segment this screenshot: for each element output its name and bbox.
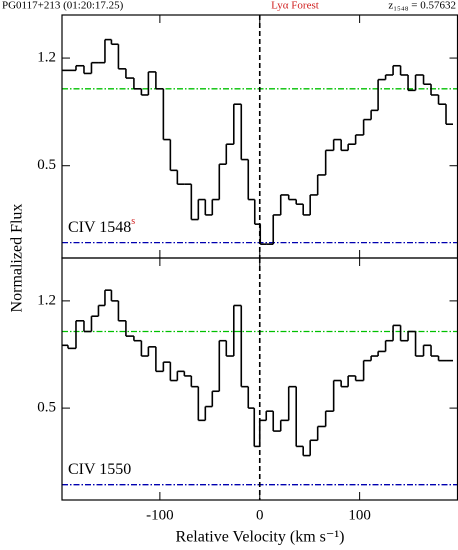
y-tick-label: 1.2	[37, 292, 56, 308]
y-tick-label: 1.2	[37, 50, 56, 66]
ion-label: CIV 1548s	[68, 216, 135, 235]
ion-flag: s	[131, 216, 135, 227]
ion-label: CIV 1550	[68, 461, 131, 478]
x-tick-label: -100	[146, 507, 174, 523]
x-tick-label: 100	[348, 507, 371, 523]
redshift-label: z₁₅₄₈ = 0.57632	[388, 0, 456, 12]
object-label: PG0117+213 (01:20:17.25)	[2, 0, 124, 12]
y-tick-label: 0.5	[37, 157, 56, 173]
ion-name: CIV 1550	[68, 461, 131, 478]
y-tick-label: 0.5	[37, 400, 56, 416]
region-label: Lyα Forest	[271, 0, 319, 12]
y-axis-label: Normalized Flux	[9, 204, 26, 313]
x-tick-label: 0	[256, 507, 264, 523]
x-axis-label: Relative Velocity (km s⁻¹)	[176, 529, 345, 546]
ion-name: CIV 1548	[68, 219, 131, 236]
